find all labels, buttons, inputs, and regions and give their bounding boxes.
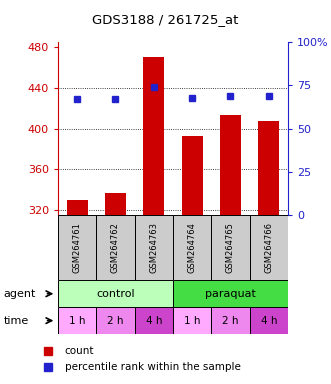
Text: GSM264766: GSM264766: [264, 222, 273, 273]
Text: percentile rank within the sample: percentile rank within the sample: [65, 362, 240, 372]
Text: GSM264765: GSM264765: [226, 222, 235, 273]
Bar: [173, 307, 211, 334]
Text: GSM264762: GSM264762: [111, 222, 120, 273]
Text: 4 h: 4 h: [146, 316, 162, 326]
Text: time: time: [3, 316, 28, 326]
Bar: [58, 307, 96, 334]
Bar: [58, 280, 173, 307]
Bar: [58, 215, 96, 280]
Text: 4 h: 4 h: [260, 316, 277, 326]
Text: GDS3188 / 261725_at: GDS3188 / 261725_at: [92, 13, 239, 26]
Bar: [220, 116, 241, 215]
Bar: [173, 280, 288, 307]
Bar: [258, 121, 279, 215]
Text: 1 h: 1 h: [69, 316, 85, 326]
Text: 1 h: 1 h: [184, 316, 200, 326]
Text: GSM264761: GSM264761: [72, 222, 82, 273]
Bar: [250, 215, 288, 280]
Text: GSM264764: GSM264764: [188, 222, 197, 273]
Text: count: count: [65, 346, 94, 356]
Bar: [211, 215, 250, 280]
Bar: [96, 307, 135, 334]
Bar: [250, 307, 288, 334]
Bar: [211, 307, 250, 334]
Text: agent: agent: [3, 289, 36, 299]
Text: GSM264763: GSM264763: [149, 222, 158, 273]
Text: paraquat: paraquat: [205, 289, 256, 299]
Text: 2 h: 2 h: [107, 316, 124, 326]
Bar: [105, 193, 126, 215]
Bar: [135, 307, 173, 334]
Bar: [143, 58, 164, 215]
Bar: [96, 215, 135, 280]
Text: 2 h: 2 h: [222, 316, 239, 326]
Bar: [135, 215, 173, 280]
Bar: [173, 215, 211, 280]
Bar: [182, 136, 203, 215]
Text: control: control: [96, 289, 135, 299]
Bar: [67, 200, 88, 215]
